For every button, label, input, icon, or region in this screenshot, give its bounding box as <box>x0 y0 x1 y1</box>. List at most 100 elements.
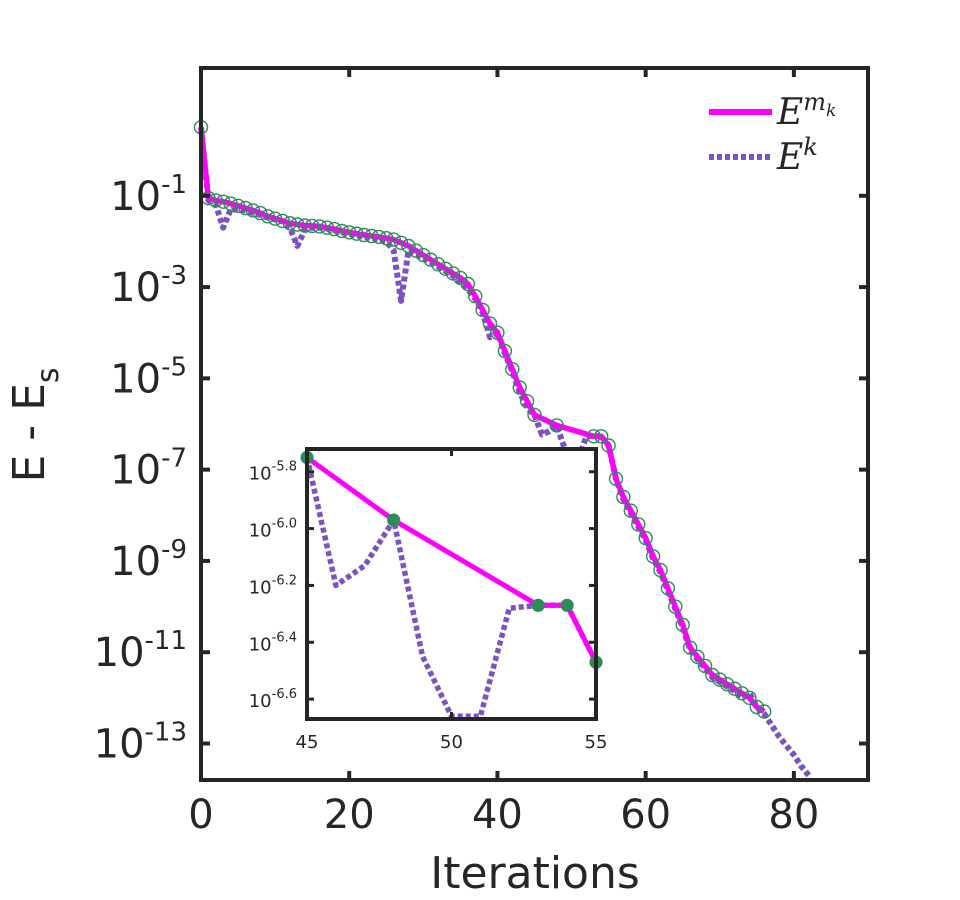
data-point-marker <box>245 203 261 218</box>
data-point-marker <box>438 261 453 276</box>
data-point-marker <box>387 513 401 527</box>
data-point-marker <box>490 325 505 340</box>
data-point-marker <box>260 209 275 224</box>
data-point-marker <box>594 429 609 444</box>
data-point-marker <box>423 252 438 267</box>
data-point-marker <box>319 220 335 235</box>
x-tick-label: 60 <box>620 792 671 838</box>
data-point-marker <box>445 266 461 281</box>
data-point-marker <box>682 640 698 655</box>
main-plot-frame <box>199 66 870 782</box>
y-tick-label: 10-1 <box>110 170 187 220</box>
y-tick-label: 10-3 <box>110 261 187 311</box>
data-point-marker <box>668 599 683 614</box>
data-point-marker <box>653 562 668 578</box>
data-point-marker <box>749 699 764 715</box>
y-tick-label: 10-9 <box>110 535 187 585</box>
data-point-marker <box>560 598 574 612</box>
data-point-marker <box>505 362 520 377</box>
y-tick-label: 10-11 <box>94 626 187 676</box>
data-point-marker <box>282 215 298 231</box>
data-point-marker <box>342 225 357 240</box>
y-axis-title-main: E - E <box>4 383 55 482</box>
x-tick-label: 0 <box>188 792 213 838</box>
data-point-marker <box>601 438 616 453</box>
data-point-marker <box>386 232 401 247</box>
data-point-marker <box>416 247 431 263</box>
data-point-marker <box>697 658 713 674</box>
data-point-marker <box>267 211 283 226</box>
x-tick-label: 20 <box>324 792 375 838</box>
data-point-marker <box>379 230 394 246</box>
y-tick-label: 10-13 <box>94 717 187 767</box>
y-tick-label: 10-5.8 <box>249 460 297 485</box>
legend-label-e-mk: Emk <box>776 88 836 133</box>
data-point-marker <box>705 667 720 683</box>
x-tick-label: 80 <box>768 792 819 838</box>
data-point-marker <box>215 194 231 209</box>
data-point-marker <box>312 219 327 234</box>
inset-axis-ticks: 45 50 55 10-6.6 10-6.4 10-6.2 10-6.0 10-5.8 <box>249 449 608 753</box>
data-point-marker <box>631 517 646 532</box>
data-point-marker <box>253 205 268 221</box>
data-point-marker <box>482 316 498 331</box>
data-point-marker <box>675 617 690 632</box>
data-point-marker <box>460 276 475 292</box>
data-point-marker <box>616 489 631 505</box>
data-point-marker <box>531 598 545 612</box>
data-point-marker <box>742 690 757 705</box>
data-point-marker <box>475 302 490 318</box>
data-point-marker <box>586 429 601 444</box>
x-tick-label: 50 <box>440 732 463 753</box>
data-point-marker <box>690 649 705 664</box>
main-axis-ticks: 0 20 40 60 80 10-13 10-11 10-9 10-7 10-5 10-3 10-1 <box>94 68 868 838</box>
x-tick-label: 40 <box>472 792 523 838</box>
data-point-marker <box>408 243 424 258</box>
data-point-marker <box>497 343 513 359</box>
data-point-marker <box>623 503 638 518</box>
data-point-marker <box>334 223 349 239</box>
y-tick-label: 10-6.4 <box>249 630 297 655</box>
data-point-marker <box>527 407 542 423</box>
x-axis-title: Iterations <box>430 848 640 899</box>
y-tick-label: 10-5 <box>110 352 187 402</box>
data-point-marker <box>230 198 246 214</box>
data-point-marker <box>305 218 320 234</box>
data-point-marker <box>238 200 253 216</box>
data-point-marker <box>401 238 416 254</box>
data-point-marker <box>364 228 379 244</box>
data-point-marker <box>645 549 661 564</box>
x-tick-label: 45 <box>296 732 319 753</box>
y-axis-title: E - Es <box>4 367 66 482</box>
data-point-marker <box>327 221 342 237</box>
data-point-marker <box>290 217 305 232</box>
data-point-marker <box>712 672 727 687</box>
data-point-marker <box>660 581 676 596</box>
data-point-marker <box>757 704 772 719</box>
data-point-marker <box>549 418 564 433</box>
data-point-marker <box>349 226 364 241</box>
data-point-marker <box>608 471 624 486</box>
legend-label-e-k: Ek <box>776 133 818 178</box>
data-point-marker <box>519 394 535 409</box>
data-point-marker <box>734 686 750 701</box>
x-tick-label: 55 <box>585 732 608 753</box>
main-plot-markers <box>193 120 772 719</box>
data-point-marker <box>371 229 387 245</box>
data-point-marker <box>223 196 238 211</box>
data-point-marker <box>720 677 735 692</box>
y-tick-label: 10-6.0 <box>249 517 297 542</box>
data-point-marker <box>208 193 224 208</box>
y-tick-label: 10-6.6 <box>249 687 297 712</box>
y-tick-label: 10-7 <box>110 444 187 494</box>
data-point-marker <box>727 681 742 696</box>
data-point-marker <box>297 218 312 233</box>
y-tick-label: 10-6.2 <box>249 573 297 598</box>
data-point-marker <box>512 380 527 395</box>
data-point-marker <box>431 257 446 272</box>
data-point-marker <box>468 289 483 304</box>
data-point-marker <box>356 227 372 243</box>
y-axis-title-subscript: s <box>31 367 66 383</box>
